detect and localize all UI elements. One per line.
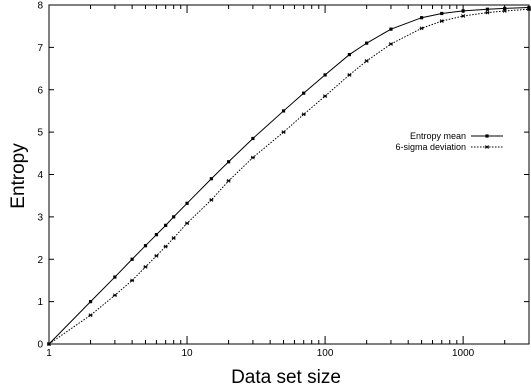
data-point-mean <box>323 73 327 77</box>
data-point-sigma <box>301 112 306 117</box>
legend-label-1: 6-sigma deviation <box>395 142 466 152</box>
data-point-sigma <box>88 313 93 318</box>
data-point-sigma <box>143 264 148 269</box>
data-point-mean <box>281 109 286 113</box>
data-point-sigma <box>419 26 424 31</box>
y-tick-label: 3 <box>37 212 43 223</box>
data-point-sigma <box>485 10 490 15</box>
data-point-sigma <box>281 130 286 135</box>
data-point-mean <box>88 300 93 304</box>
data-point-mean <box>440 11 444 16</box>
data-point-mean <box>503 6 507 10</box>
x-tick-label: 100 <box>317 348 334 359</box>
data-point-sigma <box>171 236 176 240</box>
data-point-sigma <box>47 342 51 346</box>
data-point-mean <box>154 233 159 237</box>
data-point-sigma <box>502 9 507 13</box>
data-point-sigma <box>364 59 369 63</box>
y-tick-label: 4 <box>37 170 43 181</box>
data-point-mean <box>172 215 176 219</box>
y-tick-label: 2 <box>37 255 43 266</box>
y-tick-label: 1 <box>37 297 43 308</box>
data-point-sigma <box>112 293 117 298</box>
data-point-sigma <box>439 19 444 24</box>
data-point-mean <box>185 201 189 205</box>
y-tick-label: 8 <box>37 1 43 12</box>
data-point-mean <box>227 160 231 164</box>
series-layer <box>47 5 531 346</box>
data-point-mean <box>461 9 465 13</box>
data-point-sigma <box>185 221 190 226</box>
data-point-sigma <box>130 278 135 283</box>
data-point-sigma <box>154 253 159 258</box>
x-tick-label: 10 <box>181 348 193 359</box>
data-point-sigma <box>527 7 531 12</box>
x-axis-title: Data set size <box>231 367 341 387</box>
data-point-mean <box>209 177 213 181</box>
data-point-mean <box>164 223 168 227</box>
y-tick-label: 7 <box>37 43 43 54</box>
legend-marker-1 <box>485 145 489 149</box>
data-point-mean <box>419 16 424 20</box>
data-point-sigma <box>347 73 352 77</box>
data-point-mean <box>302 91 306 95</box>
y-tick-label: 0 <box>37 340 43 351</box>
data-point-mean <box>251 136 255 141</box>
data-point-mean <box>113 275 117 279</box>
data-point-sigma <box>461 14 466 18</box>
x-tick-label: 1000 <box>452 348 475 359</box>
data-point-mean <box>485 7 490 11</box>
data-point-mean <box>365 41 369 45</box>
data-point-sigma <box>250 155 255 160</box>
series-line-0 <box>48 7 530 345</box>
plot-frame <box>48 4 530 345</box>
data-point-sigma <box>388 42 393 46</box>
data-point-mean <box>130 257 134 261</box>
data-point-sigma <box>226 178 231 183</box>
y-tick-label: 6 <box>37 85 43 96</box>
legend-marker-0 <box>485 134 489 138</box>
data-point-sigma <box>323 94 328 99</box>
data-point-mean <box>389 27 393 31</box>
y-axis-title: Entropy <box>8 143 29 209</box>
y-tick-label: 5 <box>37 128 43 139</box>
data-point-mean <box>527 5 531 10</box>
series-line-1 <box>48 8 530 345</box>
data-point-mean <box>347 52 351 57</box>
legend-label-0: Entropy mean <box>410 131 466 141</box>
data-point-sigma <box>163 244 168 249</box>
x-tick-label: 1 <box>46 348 52 359</box>
data-point-sigma <box>209 198 214 202</box>
data-point-mean <box>143 244 148 248</box>
